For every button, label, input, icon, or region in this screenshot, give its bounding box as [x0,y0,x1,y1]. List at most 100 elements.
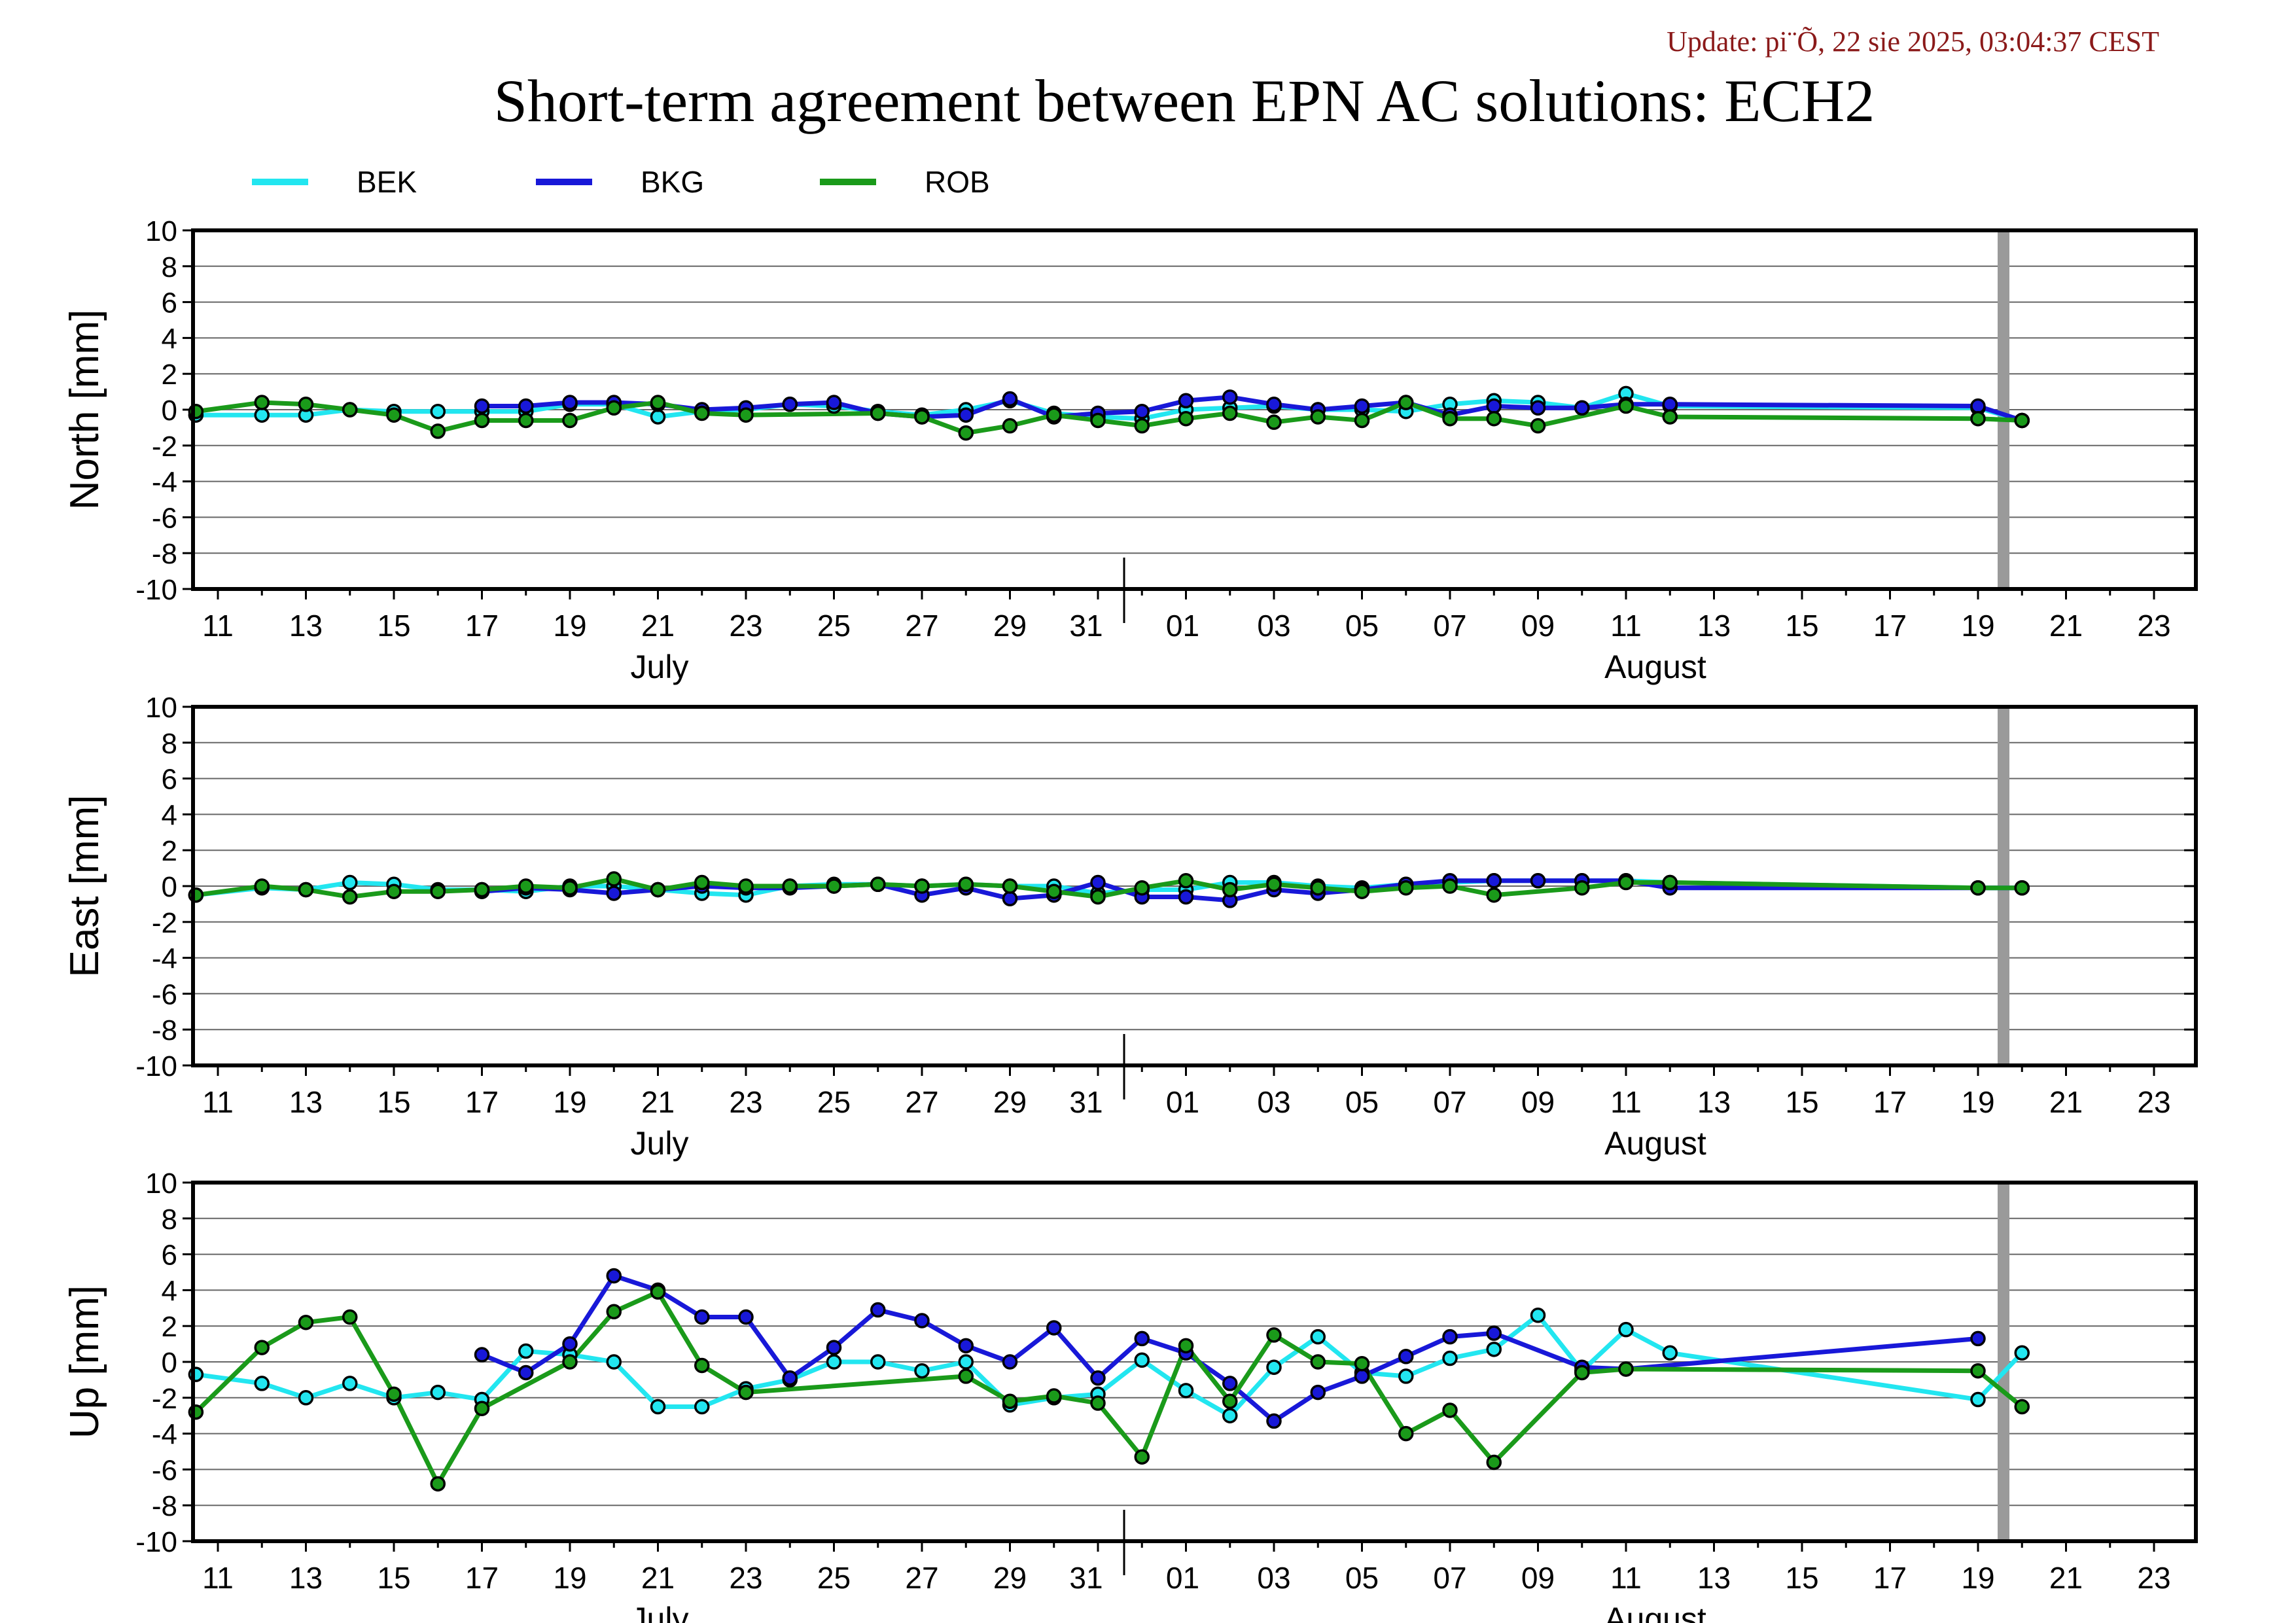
data-point-rob [1486,410,1502,427]
x-tick-label: 21 [641,1561,675,1595]
data-point-bkg [1134,1330,1150,1347]
x-tick-label: 19 [553,1561,586,1595]
data-point-rob [474,412,490,429]
data-point-rob [1662,874,1678,891]
y-tick-label: -10 [135,1050,177,1082]
data-point-rob [1442,1402,1458,1418]
x-tick-label: 17 [465,609,499,643]
data-point-rob [1970,410,1986,427]
data-point-rob [1178,410,1194,427]
data-point-rob [1970,880,1986,896]
x-tick-label: 15 [377,1085,410,1119]
data-point-bkg [958,407,974,423]
data-point-rob [430,883,446,899]
data-point-rob [650,1284,666,1300]
chart-title: Short-term agreement between EPN AC solu… [494,67,1875,134]
x-tick-label: 21 [2049,1561,2083,1595]
data-point-bkg [958,1338,974,1354]
data-point-bek [1530,1308,1546,1323]
x-tick-label: 11 [202,1561,234,1595]
data-point-bkg [1970,398,1986,414]
data-point-rob [1046,883,1062,899]
plot-frame [191,705,2198,1067]
x-tick-label: 15 [1785,609,1818,643]
x-tick-label: 01 [1166,1085,1199,1119]
data-point-bkg [1310,1384,1326,1400]
x-tick-label: 19 [1961,609,1994,643]
data-point-bek [958,1354,974,1370]
y-tick-label: 4 [162,799,177,831]
x-tick-label: 21 [2049,1085,2083,1119]
x-tick-label: 15 [1785,1561,1818,1595]
data-point-bkg [562,395,578,410]
y-tick-label: 10 [145,215,177,247]
data-point-bek [2014,1345,2030,1361]
x-tick-label: 27 [905,1085,938,1119]
data-point-bkg [1398,1349,1414,1364]
data-point-rob [738,407,754,423]
data-point-bek [430,1384,446,1400]
data-point-bek [606,1354,622,1370]
data-point-bkg [1442,1329,1458,1345]
data-point-rob [738,1384,754,1400]
y-tick-label: 6 [162,1240,177,1272]
legend-label-bkg: BKG [641,165,704,199]
data-point-rob [782,878,798,894]
y-tick-label: -10 [135,574,177,606]
data-point-rob [1574,1364,1590,1381]
data-point-rob [430,1476,446,1492]
data-point-rob [1354,412,1370,429]
data-point-bkg [1530,400,1546,416]
x-tick-label: 09 [1521,1561,1555,1595]
data-point-rob [386,407,402,423]
data-point-rob [1354,1355,1370,1372]
data-point-rob [254,395,270,410]
x-tick-label: 07 [1433,1085,1466,1119]
data-point-rob [958,1368,974,1384]
data-point-bkg [474,398,490,414]
x-tick-label: 15 [377,1561,410,1595]
data-point-rob [826,878,842,894]
x-tick-label: 23 [2137,1085,2170,1119]
y-tick-label: 2 [162,1311,177,1343]
y-tick-label: -6 [152,978,177,1010]
data-point-bkg [1970,1330,1986,1347]
data-point-rob [1266,414,1282,430]
data-point-bek [254,1376,270,1391]
data-point-rob [474,1400,490,1416]
x-tick-label: 29 [993,609,1027,643]
data-point-bkg [1178,889,1194,905]
legend: BEK BKG ROB [252,165,990,199]
data-point-rob [1398,880,1414,896]
data-point-bkg [518,398,534,414]
x-tick-label: 17 [1873,1561,1907,1595]
x-tick-label: 11 [1610,609,1642,643]
data-point-rob [870,405,886,421]
x-tick-label: 01 [1166,1561,1199,1595]
x-tick-label: 31 [1069,1085,1103,1119]
data-point-bkg [1222,1376,1238,1391]
data-point-rob [1266,1327,1282,1343]
y-tick-label: 6 [162,287,177,319]
y-tick-label: -8 [152,538,177,570]
y-tick-label: 10 [145,692,177,724]
x-tick-label: 03 [1257,1561,1290,1595]
data-point-rob [254,1340,270,1355]
data-point-rob [1046,1388,1062,1404]
x-tick-label: 31 [1069,609,1103,643]
x-tick-label: 15 [377,609,410,643]
data-point-rob [342,402,358,418]
x-tick-label: 19 [1961,1561,1994,1595]
x-tick-label: 19 [553,1085,586,1119]
data-point-rob [1090,412,1106,429]
x-tick-label: 17 [465,1561,499,1595]
x-tick-label: 29 [993,1085,1027,1119]
data-point-bkg [1090,874,1106,891]
y-tick-label: 0 [162,395,177,427]
data-point-bkg [1002,891,1018,906]
x-tick-label: 31 [1069,1561,1103,1595]
data-point-bek [342,1376,358,1391]
x-tick-label: 07 [1433,609,1466,643]
data-point-bek [1442,1350,1458,1366]
